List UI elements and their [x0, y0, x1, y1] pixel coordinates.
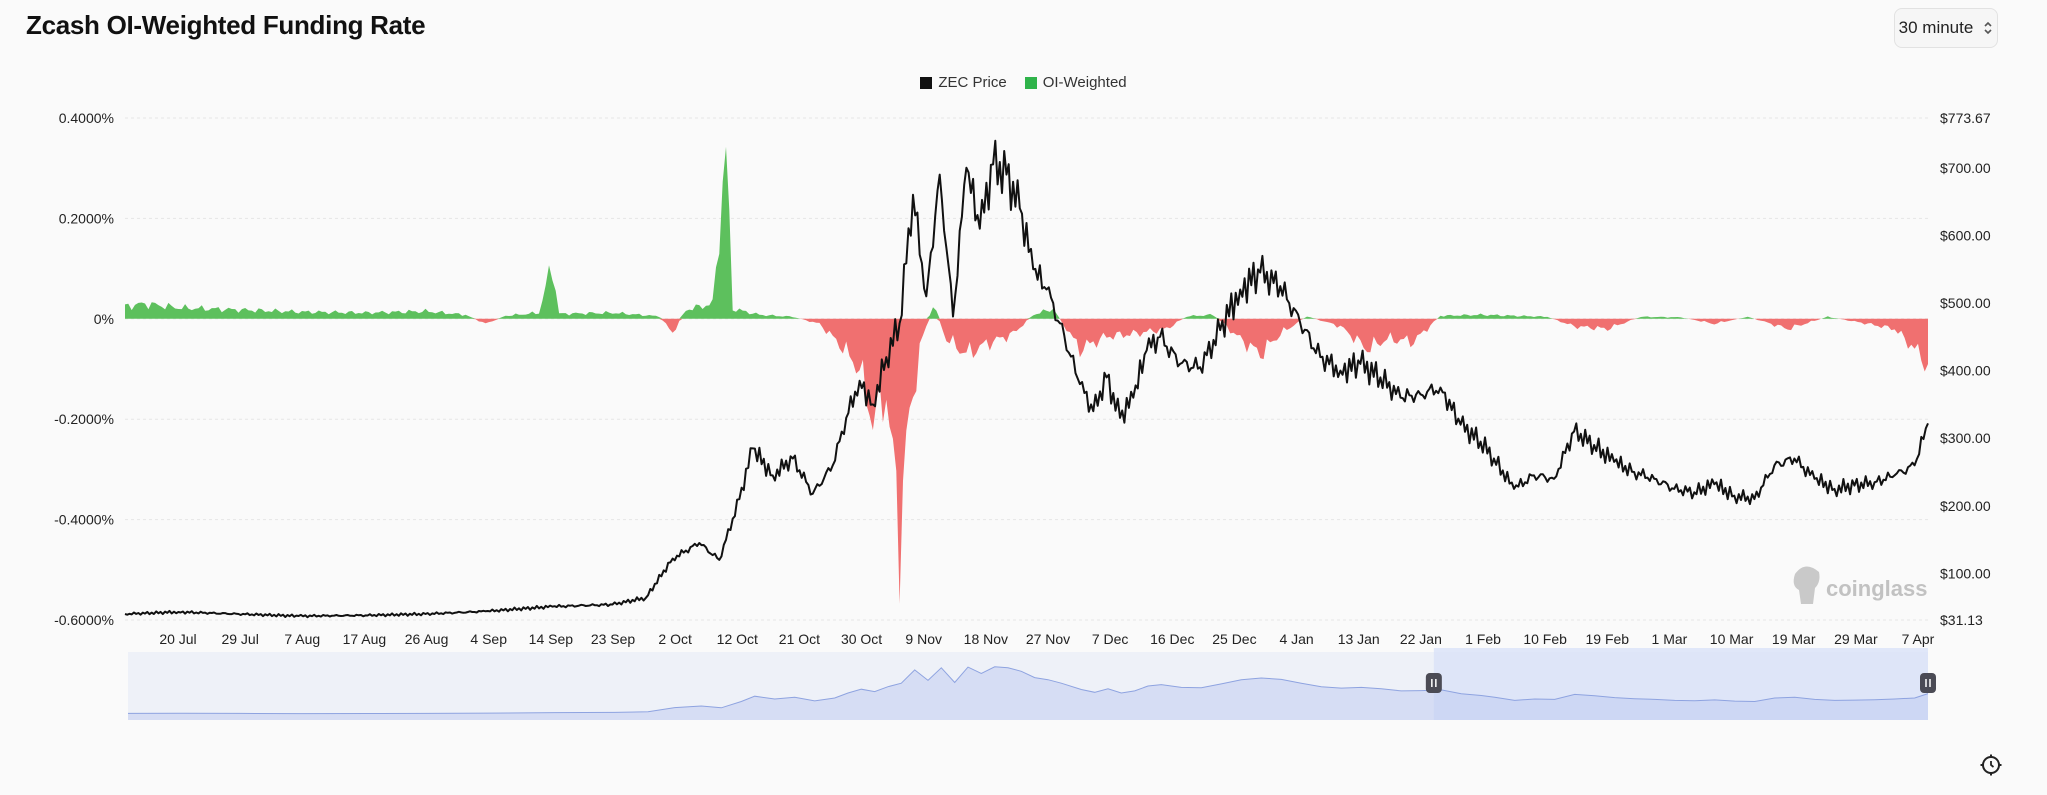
- y-right-tick-label: $500.00: [1940, 295, 1991, 311]
- y-right-tick-label: $300.00: [1940, 430, 1991, 446]
- coinglass-watermark-text: coinglass: [1826, 576, 1927, 601]
- y-right-tick-label: $31.13: [1940, 612, 1983, 628]
- y-right-tick-label: $600.00: [1940, 227, 1991, 243]
- coinglass-logo-icon: [1793, 566, 1820, 604]
- x-tick-label: 14 Sep: [529, 631, 574, 647]
- x-tick-label: 7 Apr: [1902, 631, 1935, 647]
- y-left-tick-label: -0.6000%: [54, 612, 114, 628]
- navigator-handle-grip: [1920, 673, 1936, 693]
- navigator-series-area: [128, 666, 1928, 720]
- x-tick-label: 26 Aug: [405, 631, 449, 647]
- coinglass-watermark: coinglass: [1793, 566, 1927, 604]
- y-left-tick-label: 0.4000%: [59, 110, 114, 126]
- x-tick-label: 27 Nov: [1026, 631, 1070, 647]
- y-left-tick-label: 0.2000%: [59, 210, 114, 226]
- x-tick-label: 30 Oct: [841, 631, 882, 647]
- navigator-selection: [1433, 648, 1928, 720]
- y-right-tick-label: $400.00: [1940, 363, 1991, 379]
- x-tick-label: 17 Aug: [343, 631, 387, 647]
- x-tick-label: 19 Mar: [1772, 631, 1816, 647]
- x-tick-label: 7 Dec: [1092, 631, 1129, 647]
- oi-weighted-negative-area: [125, 318, 1928, 604]
- x-tick-label: 7 Aug: [284, 631, 320, 647]
- y-right-tick-label: $700.00: [1940, 160, 1991, 176]
- y-left-tick-label: -0.4000%: [54, 512, 114, 528]
- x-tick-label: 10 Feb: [1523, 631, 1567, 647]
- navigator-handle-right[interactable]: [1920, 673, 1936, 693]
- navigator-handle-grip: [1425, 673, 1442, 693]
- legend-item-oi-weighted[interactable]: OI-Weighted: [1024, 74, 1127, 91]
- x-tick-label: 16 Dec: [1150, 631, 1194, 647]
- x-tick-label: 29 Jul: [221, 631, 258, 647]
- legend-label-oi-weighted: OI-Weighted: [1042, 74, 1127, 91]
- x-tick-label: 4 Jan: [1279, 631, 1313, 647]
- legend-swatch-price: [920, 76, 933, 89]
- x-tick-label: 2 Oct: [658, 631, 692, 647]
- x-tick-label: 25 Dec: [1212, 631, 1256, 647]
- x-tick-label: 21 Oct: [779, 631, 820, 647]
- y-left-tick-label: 0%: [94, 311, 114, 327]
- x-tick-label: 19 Feb: [1585, 631, 1629, 647]
- settings-button[interactable]: [1976, 750, 2006, 780]
- x-tick-label: 4 Sep: [470, 631, 507, 647]
- settings-icon: [1980, 754, 2002, 776]
- chart-legend: ZEC Price OI-Weighted: [0, 74, 2047, 91]
- chevron-updown-icon: [1983, 21, 1993, 35]
- navigator-series-line: [127, 666, 1929, 715]
- x-tick-label: 18 Nov: [964, 631, 1008, 647]
- x-tick-label: 12 Oct: [717, 631, 758, 647]
- x-tick-label: 9 Nov: [905, 631, 942, 647]
- x-tick-label: 13 Jan: [1338, 631, 1380, 647]
- legend-swatch-oi-weighted: [1024, 76, 1037, 89]
- y-right-tick-label: $773.67: [1940, 110, 1991, 126]
- x-tick-label: 20 Jul: [159, 631, 196, 647]
- x-tick-label: 23 Sep: [591, 631, 636, 647]
- x-tick-label: 1 Mar: [1652, 631, 1688, 647]
- zec-price-line: [124, 139, 1929, 619]
- y-right-tick-label: $200.00: [1940, 498, 1991, 514]
- interval-select[interactable]: 30 minute: [1894, 8, 1998, 48]
- legend-label-price: ZEC Price: [938, 74, 1007, 91]
- page-title: Zcash OI-Weighted Funding Rate: [26, 10, 426, 40]
- x-tick-label: 10 Mar: [1710, 631, 1754, 647]
- navigator-handle-left[interactable]: [1425, 673, 1442, 693]
- y-left-tick-label: -0.2000%: [54, 411, 114, 427]
- interval-select-label: 30 minute: [1898, 18, 1974, 37]
- x-tick-label: 29 Mar: [1834, 631, 1878, 647]
- x-tick-label: 22 Jan: [1400, 631, 1442, 647]
- y-right-tick-label: $100.00: [1940, 565, 1991, 581]
- x-tick-label: 1 Feb: [1465, 631, 1501, 647]
- legend-item-price[interactable]: ZEC Price: [920, 74, 1007, 91]
